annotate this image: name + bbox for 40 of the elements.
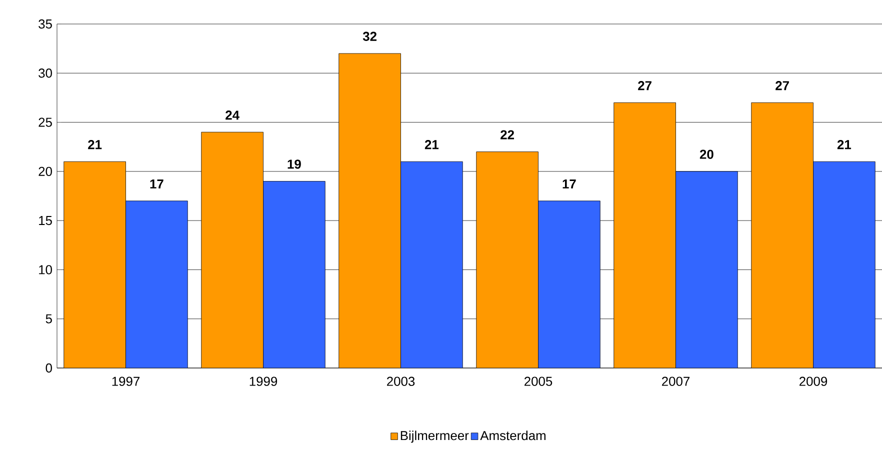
data-label: 17 — [150, 179, 164, 188]
x-tick-label: 2003 — [387, 376, 415, 386]
y-tick-label: 10 — [39, 265, 52, 274]
bar — [126, 200, 188, 368]
x-tick-label: 2005 — [524, 376, 552, 386]
bar — [476, 152, 538, 368]
bar — [538, 200, 600, 368]
x-tick-label: 1999 — [250, 376, 278, 386]
data-label: 19 — [288, 160, 301, 169]
bar — [813, 161, 876, 368]
data-label: 21 — [424, 140, 439, 150]
x-tick-label: 2007 — [662, 376, 690, 386]
data-label: 21 — [88, 140, 102, 150]
data-label: 32 — [362, 32, 376, 41]
bar — [201, 132, 264, 368]
data-label: 27 — [638, 81, 652, 90]
y-tick-label: 30 — [38, 68, 52, 78]
bar — [64, 161, 126, 368]
bar — [400, 161, 463, 368]
data-label: 24 — [226, 110, 240, 120]
x-tick-label: 1997 — [112, 376, 140, 386]
y-tick-label: 20 — [38, 166, 52, 176]
bar — [676, 171, 738, 368]
legend-label: Amsterdam — [480, 430, 546, 440]
x-tick-label: 2009 — [800, 376, 828, 386]
y-tick-label: 35 — [38, 19, 52, 29]
legend-label: Bijlmermeer — [400, 430, 469, 443]
y-tick-label: 0 — [46, 363, 52, 373]
bar — [338, 53, 401, 368]
bar — [263, 181, 326, 368]
bar — [751, 102, 814, 368]
data-label: 17 — [562, 179, 576, 188]
data-label: 27 — [776, 81, 789, 90]
y-tick-label: 25 — [38, 118, 52, 127]
data-label: 22 — [500, 130, 514, 140]
y-tick-label: 5 — [46, 314, 52, 324]
data-label: 21 — [837, 140, 852, 150]
bar — [614, 102, 676, 368]
y-tick-label: 15 — [39, 216, 52, 226]
data-label: 20 — [700, 150, 714, 159]
